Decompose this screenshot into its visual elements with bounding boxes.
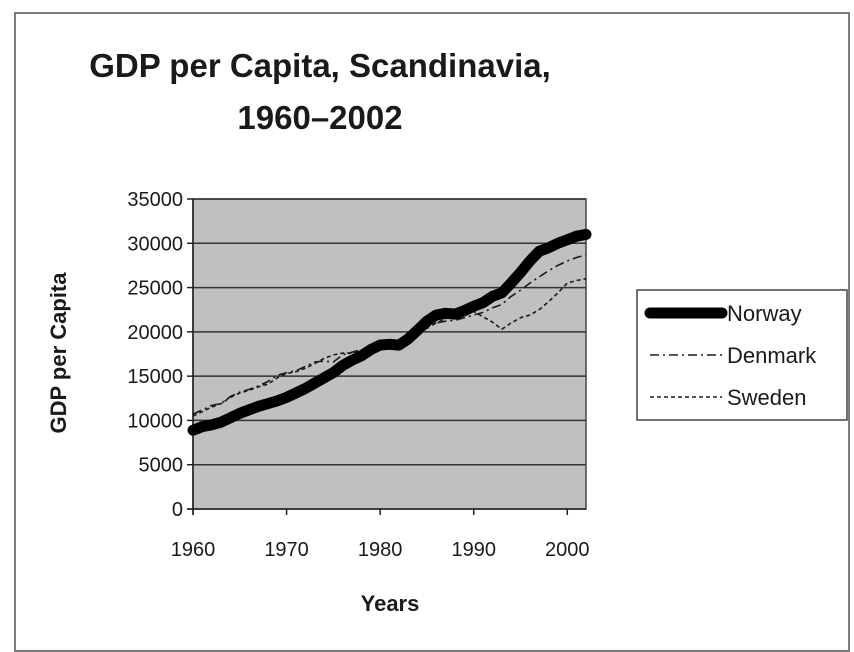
y-tick-label-0: 0 — [172, 499, 183, 521]
legend-label-sweden: Sweden — [727, 385, 807, 410]
axis-layer: 0 5000 10000 15000 20000 25000 30000 35000 1960 1… — [127, 189, 589, 561]
x-tick-label-0: 1960 — [171, 539, 216, 561]
y-tick-label-1: 5000 — [139, 455, 184, 477]
legend-label-denmark: Denmark — [727, 343, 817, 368]
x-tick-label-2: 1980 — [358, 539, 403, 561]
x-tick-label-3: 1990 — [451, 539, 496, 561]
y-tick-label-6: 30000 — [127, 233, 183, 255]
x-tick-label-1: 1970 — [264, 539, 309, 561]
y-tick-label-2: 10000 — [127, 410, 183, 432]
chart-title: GDP per Capita, Scandinavia, 1960–2002 — [89, 47, 551, 136]
plot-area — [192, 198, 587, 510]
plot-layer — [192, 198, 587, 510]
y-tick-label-3: 15000 — [127, 366, 183, 388]
legend: Norway Denmark Sweden — [636, 289, 848, 421]
legend-label-norway: Norway — [727, 301, 802, 326]
x-tick-label-4: 2000 — [545, 539, 590, 561]
y-tick-label-4: 20000 — [127, 322, 183, 344]
y-tick-label-7: 35000 — [127, 189, 183, 211]
series-layer — [187, 228, 592, 436]
x-axis-title: Years — [361, 591, 420, 616]
y-axis-title: GDP per Capita — [46, 272, 71, 434]
series-line-norway — [187, 228, 592, 436]
y-tick-label-5: 25000 — [127, 278, 183, 300]
